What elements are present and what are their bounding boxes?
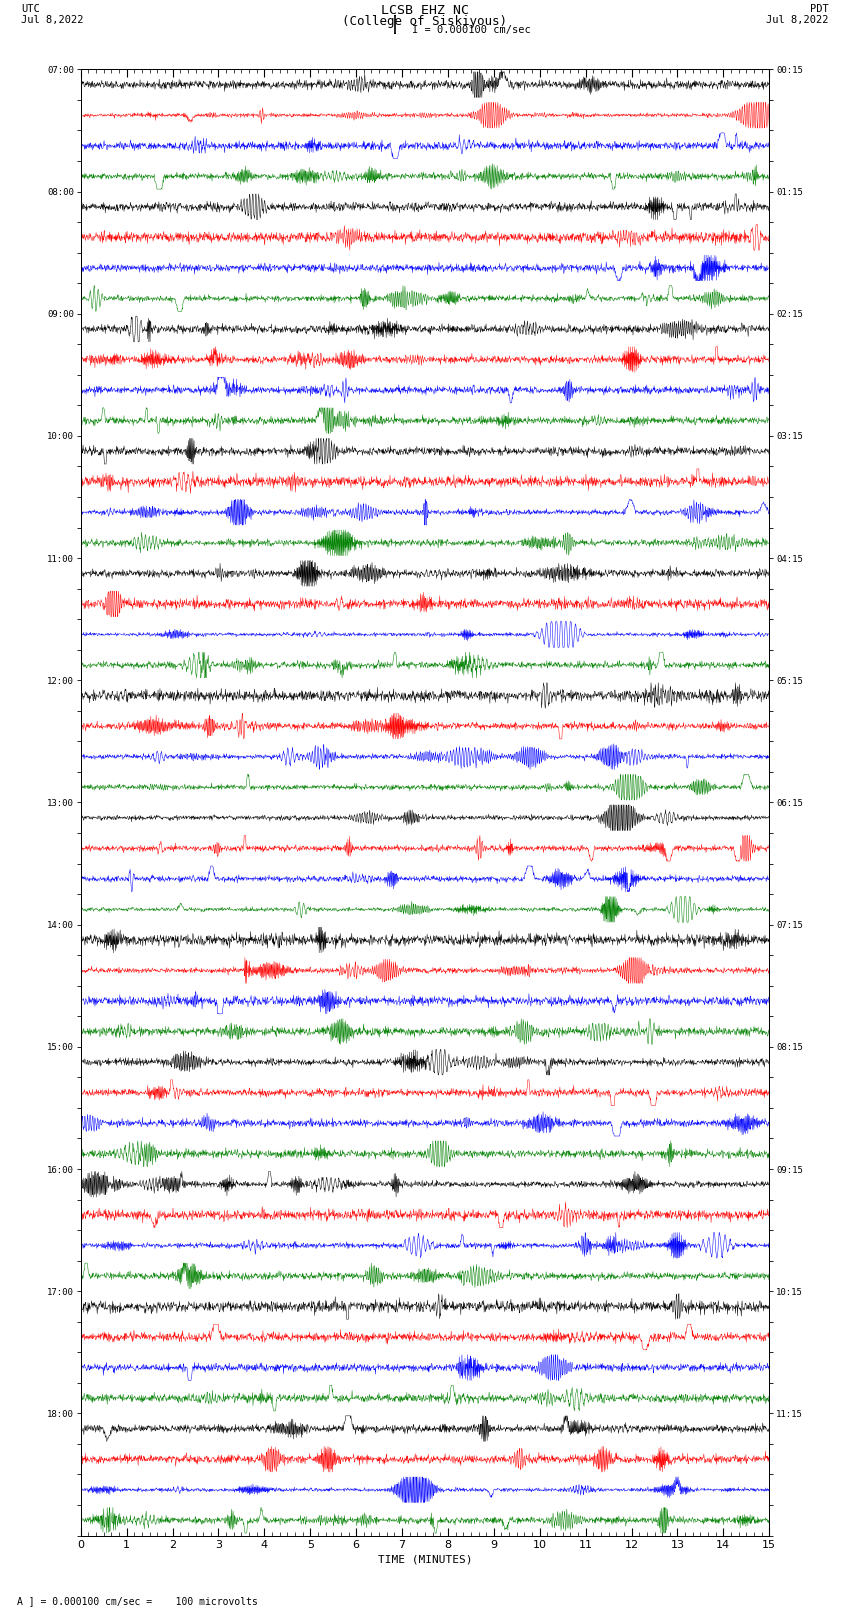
Text: UTC: UTC <box>21 5 40 15</box>
Text: PDT: PDT <box>810 5 829 15</box>
Text: A ] = 0.000100 cm/sec =    100 microvolts: A ] = 0.000100 cm/sec = 100 microvolts <box>17 1597 258 1607</box>
Text: I = 0.000100 cm/sec: I = 0.000100 cm/sec <box>412 24 531 35</box>
Text: Jul 8,2022: Jul 8,2022 <box>21 15 84 24</box>
X-axis label: TIME (MINUTES): TIME (MINUTES) <box>377 1555 473 1565</box>
Text: LCSB EHZ NC: LCSB EHZ NC <box>381 5 469 18</box>
Text: (College of Siskiyous): (College of Siskiyous) <box>343 15 507 27</box>
Text: Jul 8,2022: Jul 8,2022 <box>766 15 829 24</box>
